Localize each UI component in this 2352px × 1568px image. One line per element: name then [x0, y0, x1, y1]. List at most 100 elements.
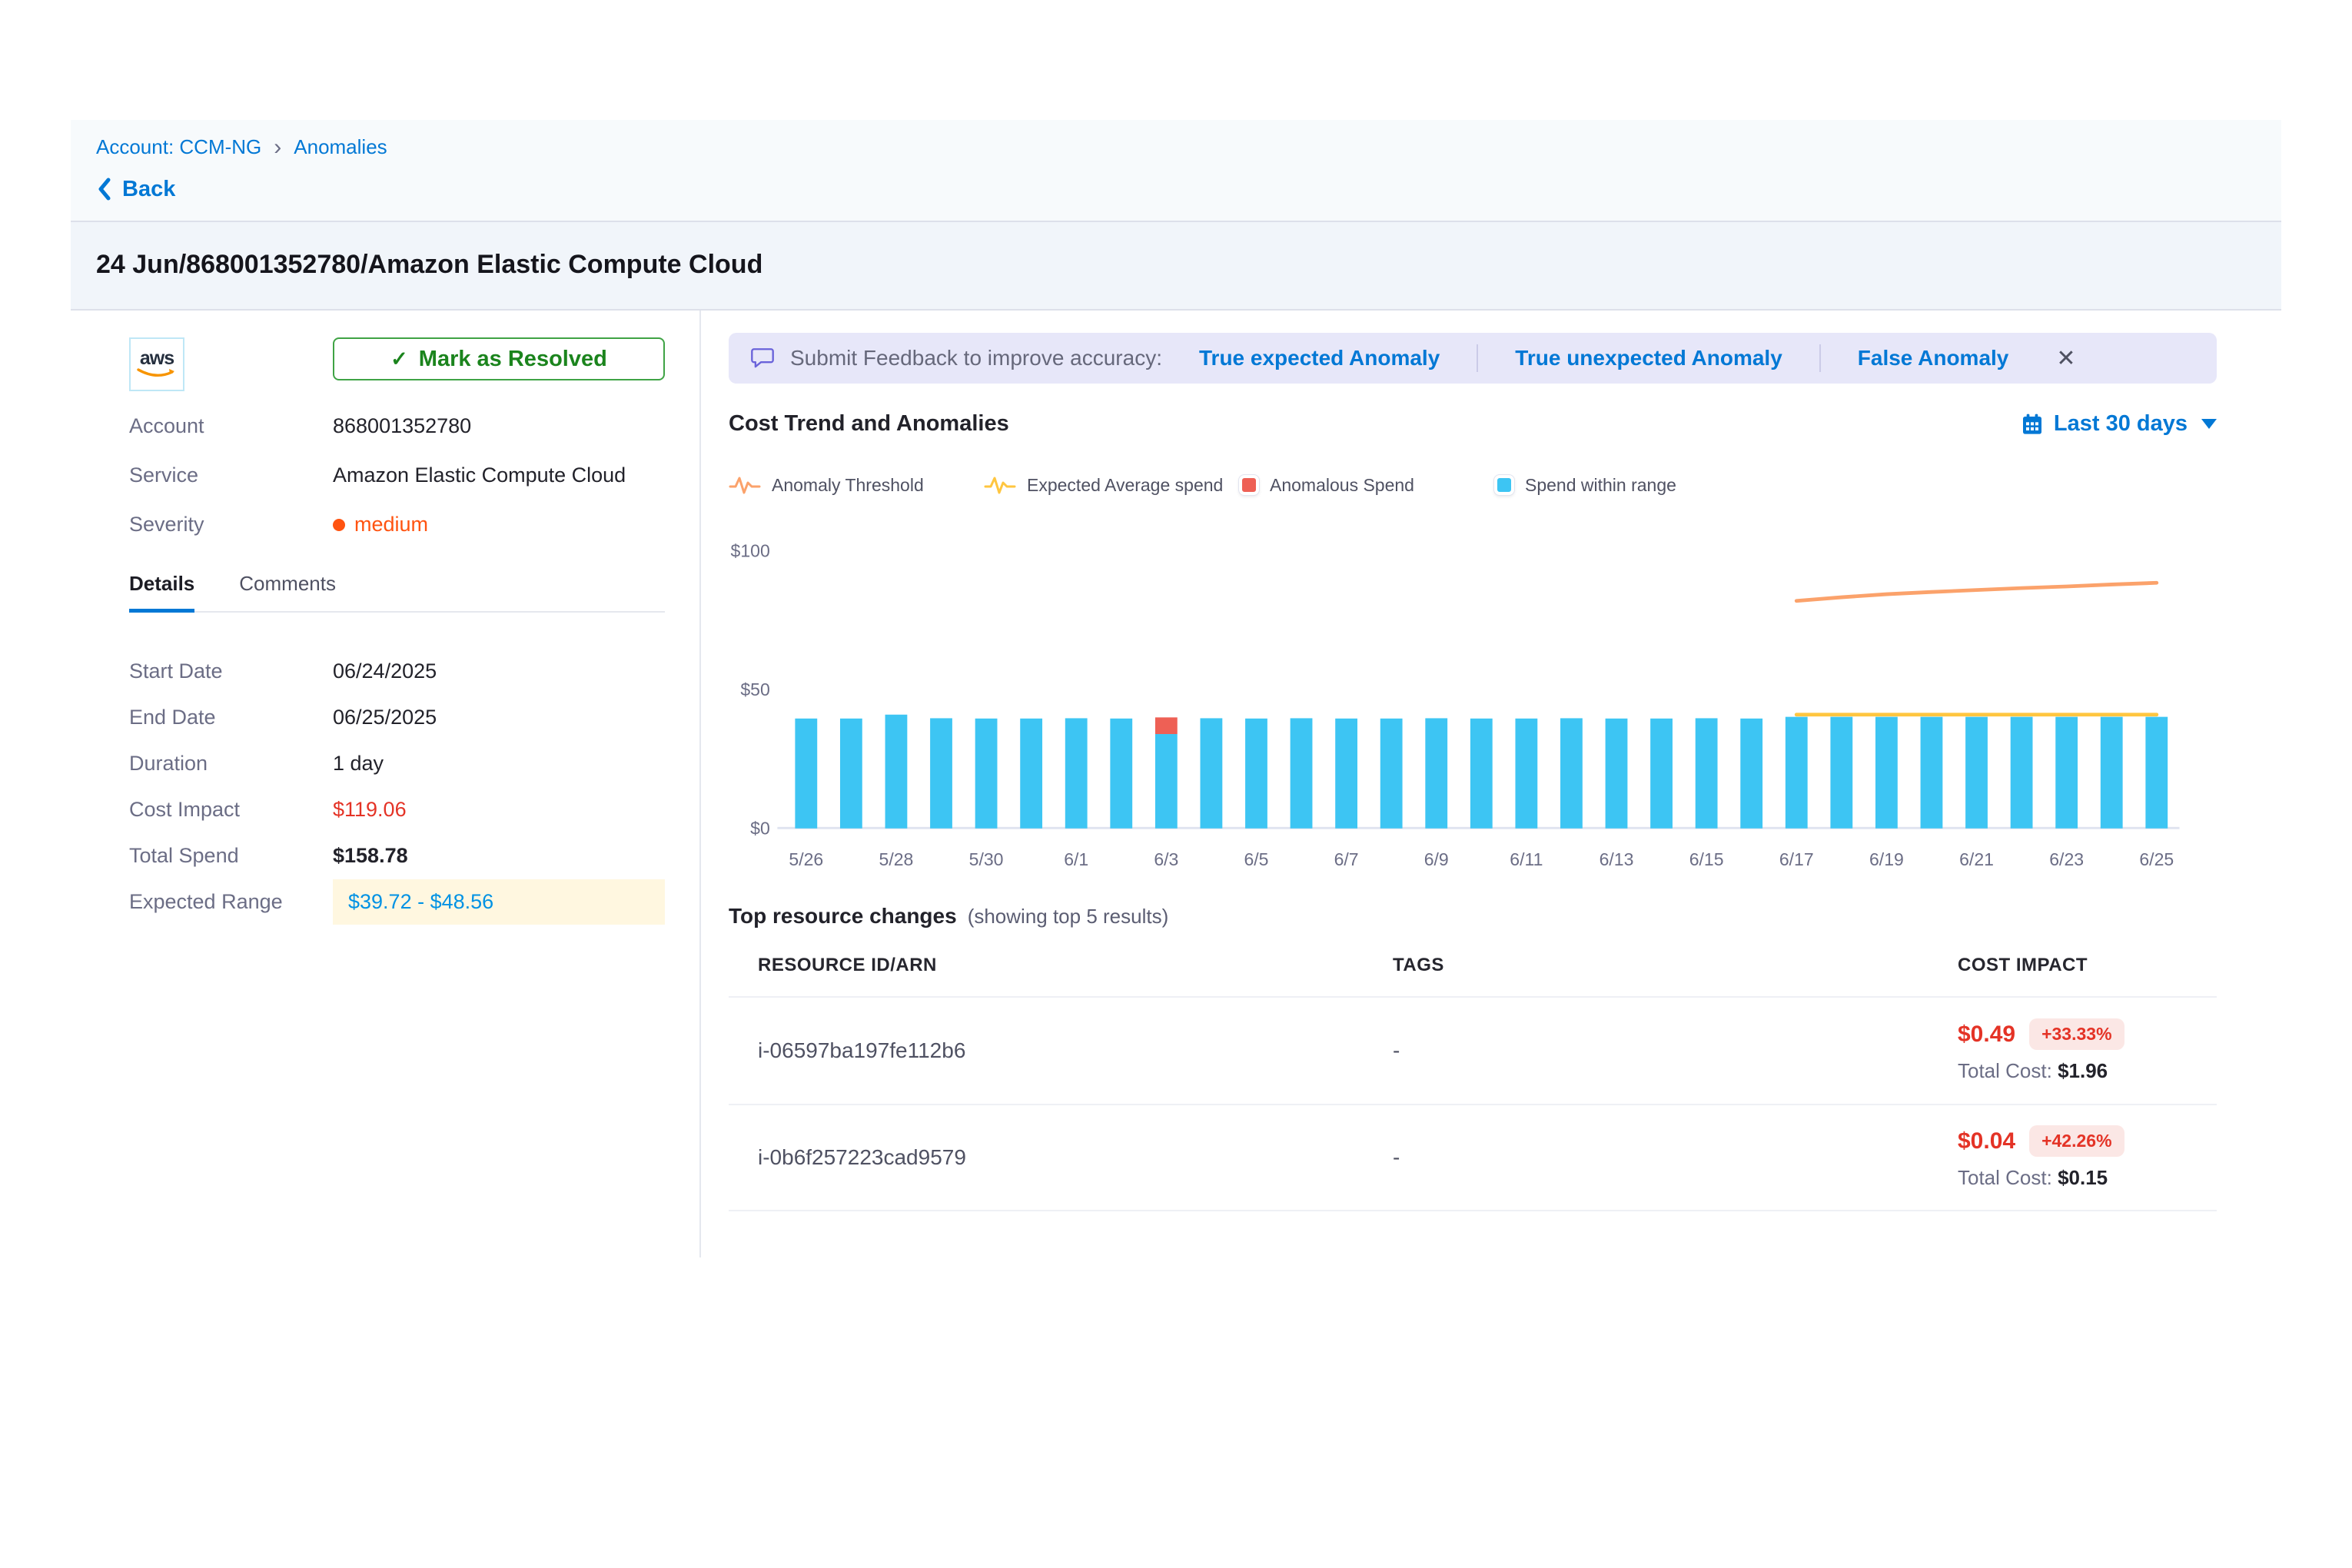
- feedback-false-anomaly-button[interactable]: False Anomaly: [1821, 346, 2046, 370]
- top-resource-changes-header: Top resource changes (showing top 5 resu…: [729, 904, 2217, 929]
- start-date-label: Start Date: [129, 659, 333, 683]
- header-tags: TAGS: [1393, 955, 1958, 976]
- expected-range-label: Expected Range: [129, 890, 333, 914]
- feedback-bar: Submit Feedback to improve accuracy: Tru…: [729, 333, 2217, 384]
- spend-bar: [795, 719, 817, 829]
- spend-bar: [975, 719, 998, 829]
- anomaly-trend-panel: Submit Feedback to improve accuracy: Tru…: [699, 311, 2281, 1257]
- red-square-icon: [1239, 475, 1259, 495]
- feedback-close-icon[interactable]: ✕: [2056, 345, 2075, 372]
- speech-bubble-icon: [750, 347, 775, 370]
- spend-bar: [1560, 718, 1583, 828]
- spend-bar: [1110, 719, 1132, 829]
- anomaly-detail-page: Account: CCM-NG › Anomalies Back 24 Jun/…: [71, 120, 2281, 1257]
- feedback-true-expected-button[interactable]: True expected Anomaly: [1162, 346, 1477, 370]
- severity-value: medium: [354, 513, 428, 537]
- mark-as-resolved-button[interactable]: ✓ Mark as Resolved: [333, 337, 665, 380]
- back-button[interactable]: Back: [96, 176, 2281, 202]
- spend-bar: [2055, 717, 2078, 829]
- end-date-value: 06/25/2025: [333, 706, 665, 729]
- date-range-label: Last 30 days: [2054, 411, 2188, 437]
- breadcrumb: Account: CCM-NG › Anomalies: [96, 135, 2281, 159]
- calendar-icon: [2020, 412, 2045, 437]
- resources-table-header: RESOURCE ID/ARN TAGS COST IMPACT: [729, 955, 2217, 996]
- spend-bar: [2101, 717, 2123, 829]
- spend-bar: [1020, 719, 1042, 829]
- spend-bar: [840, 719, 862, 829]
- legend-anomalous-spend: Anomalous Spend: [1239, 475, 1494, 496]
- header-cost-impact: COST IMPACT: [1958, 955, 2217, 976]
- pulse-line-icon: [984, 473, 1016, 497]
- spend-bar: [1830, 717, 1852, 829]
- provider-row: aws ✓ Mark as Resolved: [129, 337, 665, 391]
- legend-spend-within-range: Spend within range: [1494, 475, 1676, 496]
- severity-label: Severity: [129, 513, 333, 537]
- spend-bar: [2011, 717, 2033, 829]
- duration-value: 1 day: [333, 752, 665, 776]
- anomalous-spend-segment: [1155, 717, 1178, 734]
- legend-anomaly-threshold: Anomaly Threshold: [729, 473, 984, 497]
- y-axis-tick: $0: [750, 818, 770, 838]
- spend-bar: [1515, 719, 1537, 829]
- spend-bar: [1065, 718, 1088, 828]
- cost-impact-label: Cost Impact: [129, 798, 333, 822]
- x-axis-tick: 6/21: [1959, 849, 1994, 869]
- start-date-value: 06/24/2025: [333, 659, 665, 683]
- severity-row: Severity medium: [129, 513, 665, 537]
- legend-expected-average: Expected Average spend: [984, 473, 1239, 497]
- cost-impact-amount: $0.49: [1958, 1022, 2015, 1048]
- breadcrumb-separator-icon: ›: [274, 138, 281, 158]
- date-range-selector[interactable]: Last 30 days: [2020, 411, 2217, 437]
- header-band: Account: CCM-NG › Anomalies Back: [71, 120, 2281, 222]
- resource-cost-impact: $0.04 +42.26% Total Cost: $0.15: [1958, 1125, 2217, 1190]
- spend-bar: [1335, 719, 1357, 829]
- breadcrumb-account-link[interactable]: Account: CCM-NG: [96, 135, 261, 159]
- x-axis-tick: 6/23: [2049, 849, 2084, 869]
- x-axis-tick: 6/7: [1334, 849, 1359, 869]
- spend-bar: [1875, 717, 1898, 829]
- spend-bar: [1606, 719, 1628, 829]
- detail-tabs: Details Comments: [129, 572, 665, 613]
- page-title: 24 Jun/868001352780/Amazon Elastic Compu…: [96, 250, 2281, 280]
- x-axis-tick: 5/26: [789, 849, 823, 869]
- resource-tags: -: [1393, 1038, 1958, 1063]
- legend-label: Expected Average spend: [1027, 475, 1223, 496]
- x-axis-tick: 6/1: [1064, 849, 1088, 869]
- caret-down-icon: [2201, 419, 2217, 429]
- check-icon: ✓: [390, 347, 408, 371]
- x-axis-tick: 6/13: [1600, 849, 1634, 869]
- total-cost-label: Total Cost:: [1958, 1059, 2052, 1082]
- x-axis-tick: 6/5: [1244, 849, 1268, 869]
- cost-trend-chart-svg: $100$50$05/265/285/306/16/36/56/76/96/11…: [729, 527, 2190, 880]
- resource-tags: -: [1393, 1145, 1958, 1170]
- tab-comments[interactable]: Comments: [239, 572, 336, 611]
- x-axis-tick: 6/11: [1510, 849, 1543, 869]
- legend-label: Anomalous Spend: [1270, 475, 1414, 496]
- service-value: Amazon Elastic Compute Cloud: [333, 463, 626, 487]
- cost-change-badge: +33.33%: [2029, 1018, 2124, 1050]
- tab-details[interactable]: Details: [129, 572, 194, 613]
- account-value: 868001352780: [333, 414, 471, 438]
- table-row: i-06597ba197fe112b6 - $0.49 +33.33% Tota…: [729, 996, 2217, 1104]
- resources-title: Top resource changes: [729, 904, 957, 929]
- spend-bar: [1470, 719, 1493, 829]
- x-axis-tick: 6/9: [1424, 849, 1449, 869]
- spend-bar: [1291, 718, 1313, 828]
- spend-bar: [1245, 719, 1267, 829]
- aws-logo-text: aws: [140, 349, 174, 367]
- x-axis-tick: 6/3: [1154, 849, 1178, 869]
- chart-legend: Anomaly Threshold Expected Average spend…: [729, 473, 2217, 497]
- cost-impact-value: $119.06: [333, 798, 665, 822]
- spend-bar: [1921, 717, 1943, 829]
- breadcrumb-anomalies-link[interactable]: Anomalies: [294, 135, 387, 159]
- feedback-true-unexpected-button[interactable]: True unexpected Anomaly: [1478, 346, 1819, 370]
- expected-range-row: Expected Range $39.72 - $48.56: [129, 889, 665, 915]
- chevron-left-icon: [96, 176, 113, 202]
- x-axis-tick: 6/19: [1869, 849, 1904, 869]
- content: aws ✓ Mark as Resolved Account 868001352…: [71, 311, 2281, 1257]
- x-axis-tick: 5/28: [879, 849, 914, 869]
- total-spend-label: Total Spend: [129, 844, 333, 868]
- duration-row: Duration 1 day: [129, 751, 665, 776]
- total-cost-value: $1.96: [2058, 1059, 2108, 1082]
- spend-bar: [1740, 719, 1762, 829]
